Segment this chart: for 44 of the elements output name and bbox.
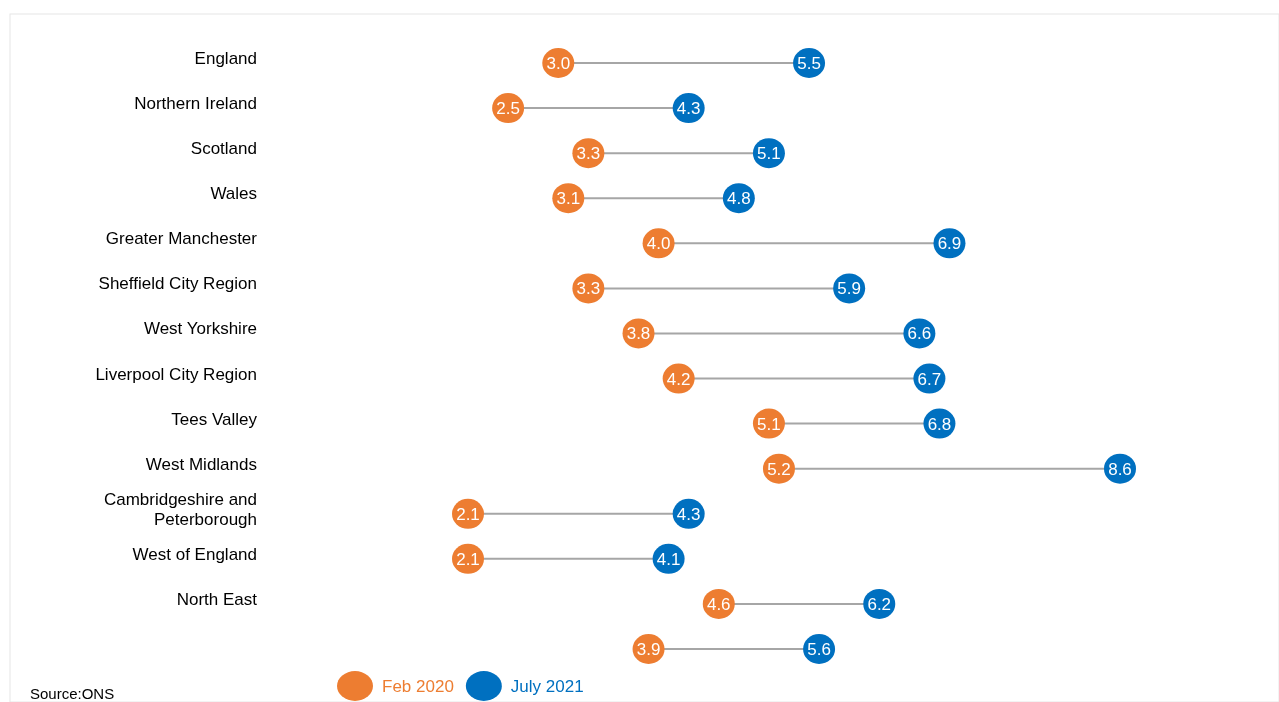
- data-label: 5.5: [797, 54, 821, 73]
- legend-label: July 2021: [510, 677, 584, 696]
- data-label: 5.1: [757, 144, 781, 164]
- y-tick-label: West Yorkshire: [143, 319, 257, 339]
- y-tick-label: England: [194, 49, 257, 68]
- data-label: 5.2: [767, 459, 791, 479]
- y-tick-label: Sheffield City Region: [98, 274, 257, 294]
- data-label: 3.0: [546, 54, 571, 73]
- data-label: 2.1: [456, 504, 480, 524]
- data-label: 3.3: [576, 144, 601, 164]
- data-label: 6.2: [867, 594, 892, 614]
- y-tick-label: Tees Valley: [171, 409, 258, 429]
- y-tick-label: Greater Manchester: [105, 229, 258, 249]
- data-label: 8.6: [1108, 459, 1132, 479]
- legend-label: Feb 2020: [382, 677, 454, 696]
- y-tick-label: Northern Ireland: [134, 94, 257, 114]
- data-label: 6.7: [917, 369, 942, 389]
- y-tick-label: West of England: [132, 544, 257, 564]
- data-label: 4.2: [666, 369, 691, 389]
- data-label: 5.6: [807, 640, 831, 659]
- data-label: 4.3: [676, 99, 701, 119]
- y-tick-label: Wales: [210, 184, 257, 204]
- data-label: 6.8: [927, 414, 952, 434]
- y-tick-label: Liverpool City Region: [95, 364, 257, 384]
- y-tick-label: West Midlands: [145, 454, 257, 474]
- data-label: 3.9: [636, 640, 661, 659]
- data-label: 4.8: [727, 189, 751, 209]
- source-note: Source:ONS: [30, 685, 115, 702]
- data-label: 4.6: [706, 594, 731, 614]
- data-label: 3.1: [556, 189, 581, 209]
- y-tick-label: Scotland: [190, 139, 257, 159]
- data-label: 6.9: [937, 234, 962, 254]
- data-label: 4.0: [646, 234, 671, 254]
- data-label: 2.5: [496, 99, 520, 119]
- data-label: 3.3: [576, 279, 601, 299]
- data-label: 5.9: [837, 279, 861, 299]
- data-label: 6.6: [907, 324, 932, 344]
- data-label: 4.1: [656, 549, 681, 569]
- data-label: 3.8: [626, 324, 651, 344]
- y-tick-label: North East: [176, 589, 258, 609]
- data-label: 5.1: [757, 414, 781, 434]
- y-tick-label: Cambridgeshire and Peterborough: [103, 489, 257, 529]
- data-label: 4.3: [676, 504, 701, 524]
- data-label: 2.1: [456, 549, 480, 569]
